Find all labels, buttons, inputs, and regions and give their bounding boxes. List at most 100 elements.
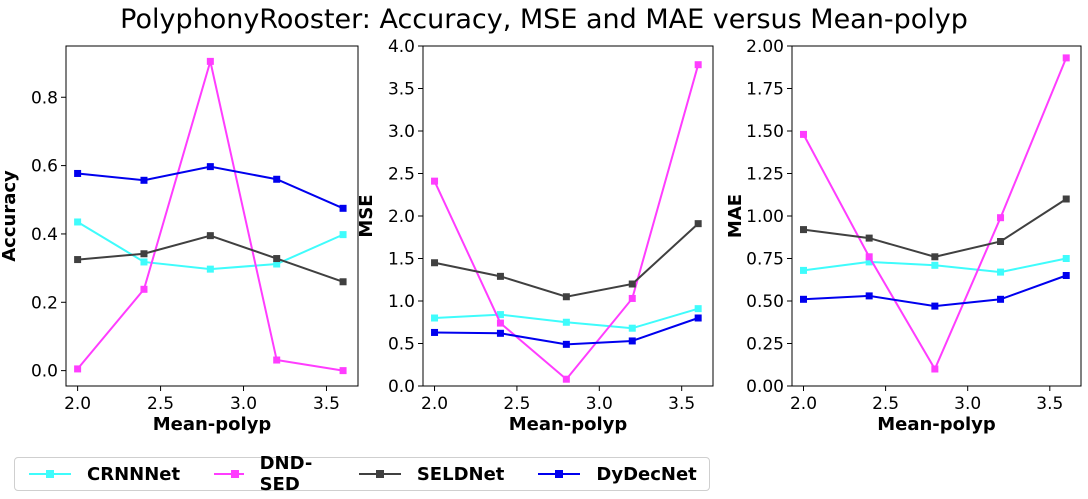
data-point — [206, 163, 214, 171]
data-point — [799, 266, 807, 274]
data-point — [431, 177, 439, 185]
data-point — [931, 302, 939, 310]
series-line — [434, 222, 699, 298]
y-axis-label: MSE — [356, 194, 377, 237]
data-point — [1062, 195, 1070, 203]
y-tick-label: 1.25 — [746, 165, 784, 185]
x-axis-label: Mean-polyp — [509, 414, 628, 435]
y-tick-label: 1.5 — [388, 250, 415, 270]
data-point — [931, 253, 939, 261]
legend-swatch-crnnnet — [29, 467, 71, 481]
data-point — [694, 61, 702, 69]
legend-item-seldnet: SELDNet — [358, 463, 505, 485]
data-point — [628, 337, 636, 345]
data-point — [997, 295, 1005, 303]
y-tick-label: 0.4 — [31, 225, 58, 245]
legend-item-dnd-sed: DND-SED — [214, 453, 325, 495]
data-point — [431, 328, 439, 336]
y-tick-label: 0.8 — [31, 88, 58, 108]
series-dydecnet — [74, 163, 347, 212]
x-tick-label: 3.0 — [954, 394, 981, 414]
series-dnd-sed — [74, 57, 347, 375]
data-point — [431, 314, 439, 322]
y-tick-label: 2.00 — [746, 37, 784, 57]
chart-panel-mae: 2.0 2.5 3.0 3.5 0.00 0.25 0.50 0.75 1.00 1.25 1.50… — [725, 37, 1082, 435]
series-line — [802, 57, 1068, 372]
legend-label: SELDNet — [416, 463, 505, 485]
data-point — [628, 294, 636, 302]
data-point — [694, 305, 702, 313]
legend-swatch-dnd-sed — [214, 467, 244, 481]
series-crnnnet — [431, 305, 702, 332]
figure-title: PolyphonyRooster: Accuracy, MSE and MAE … — [120, 4, 968, 35]
legend-label: DyDecNet — [596, 463, 697, 485]
series-line — [77, 234, 344, 283]
data-point — [206, 265, 214, 273]
data-point — [931, 365, 939, 373]
data-point — [431, 259, 439, 267]
data-point — [74, 365, 82, 373]
data-point — [140, 285, 148, 293]
chart-legend: CRNNNet DND-SED SELDNet DyDecNet — [14, 453, 710, 495]
data-point — [496, 311, 504, 319]
y-tick-label: 1.50 — [746, 122, 784, 142]
x-tick-label: 3.5 — [668, 394, 695, 414]
data-point — [339, 231, 347, 239]
y-tick-label: 4.0 — [388, 37, 415, 57]
data-point — [339, 367, 347, 375]
y-tick-label: 0.25 — [746, 335, 784, 355]
data-point — [339, 278, 347, 286]
plot-frame — [65, 45, 359, 387]
chart-panel-accuracy: 2.0 2.5 3.0 3.5 0.0 0.2 0.4 0.6 0.8 Mean-polyp Acc… — [0, 45, 359, 435]
y-tick-label: 2.0 — [388, 207, 415, 227]
data-point — [496, 329, 504, 337]
data-point — [865, 258, 873, 266]
x-tick-label: 2.0 — [64, 394, 91, 414]
x-tick-label: 3.0 — [230, 394, 257, 414]
y-tick-label: 0.5 — [388, 335, 415, 355]
data-point — [931, 261, 939, 269]
x-tick-label: 3.5 — [313, 394, 340, 414]
data-point — [74, 218, 82, 226]
data-point — [694, 220, 702, 228]
data-point — [273, 356, 281, 364]
x-axis-label: Mean-polyp — [153, 414, 272, 435]
legend-label: DND-SED — [259, 453, 313, 495]
data-point — [562, 293, 570, 301]
x-tick-label: 2.5 — [147, 394, 174, 414]
y-tick-label: 3.5 — [388, 80, 415, 100]
series-dnd-sed — [431, 61, 702, 383]
data-point — [628, 324, 636, 332]
data-point — [74, 256, 82, 264]
series-dydecnet — [431, 314, 702, 348]
data-point — [628, 280, 636, 288]
data-point — [865, 234, 873, 242]
plot-frame — [791, 45, 1082, 387]
legend-label: CRNNNet — [87, 463, 181, 485]
data-point — [1062, 54, 1070, 62]
y-tick-label: 0.75 — [746, 250, 784, 270]
x-axis-label: Mean-polyp — [877, 414, 996, 435]
y-tick-label: 0.50 — [746, 292, 784, 312]
plot-frame — [422, 45, 714, 387]
data-point — [997, 238, 1005, 245]
data-point — [562, 340, 570, 348]
data-point — [997, 214, 1005, 222]
data-point — [1062, 272, 1070, 279]
data-point — [140, 250, 148, 258]
data-point — [799, 130, 807, 138]
y-tick-label: 1.75 — [746, 80, 784, 100]
legend-swatch-dydecnet — [538, 467, 581, 481]
y-tick-label: 2.5 — [388, 165, 415, 185]
data-point — [339, 204, 347, 212]
series-line — [77, 165, 344, 210]
data-point — [206, 232, 214, 240]
y-axis-label: Accuracy — [0, 170, 20, 262]
legend-item-dydecnet: DyDecNet — [538, 463, 697, 485]
chart-panel-mse: 2.0 2.5 3.0 3.5 0.0 0.5 1.0 1.5 2.0 2.5 3.0 3.5 4.0 M… — [356, 37, 714, 435]
x-tick-label: 2.0 — [421, 394, 448, 414]
x-tick-label: 3.0 — [586, 394, 613, 414]
y-tick-label: 3.0 — [388, 122, 415, 142]
data-point — [694, 314, 702, 322]
data-point — [273, 255, 281, 263]
